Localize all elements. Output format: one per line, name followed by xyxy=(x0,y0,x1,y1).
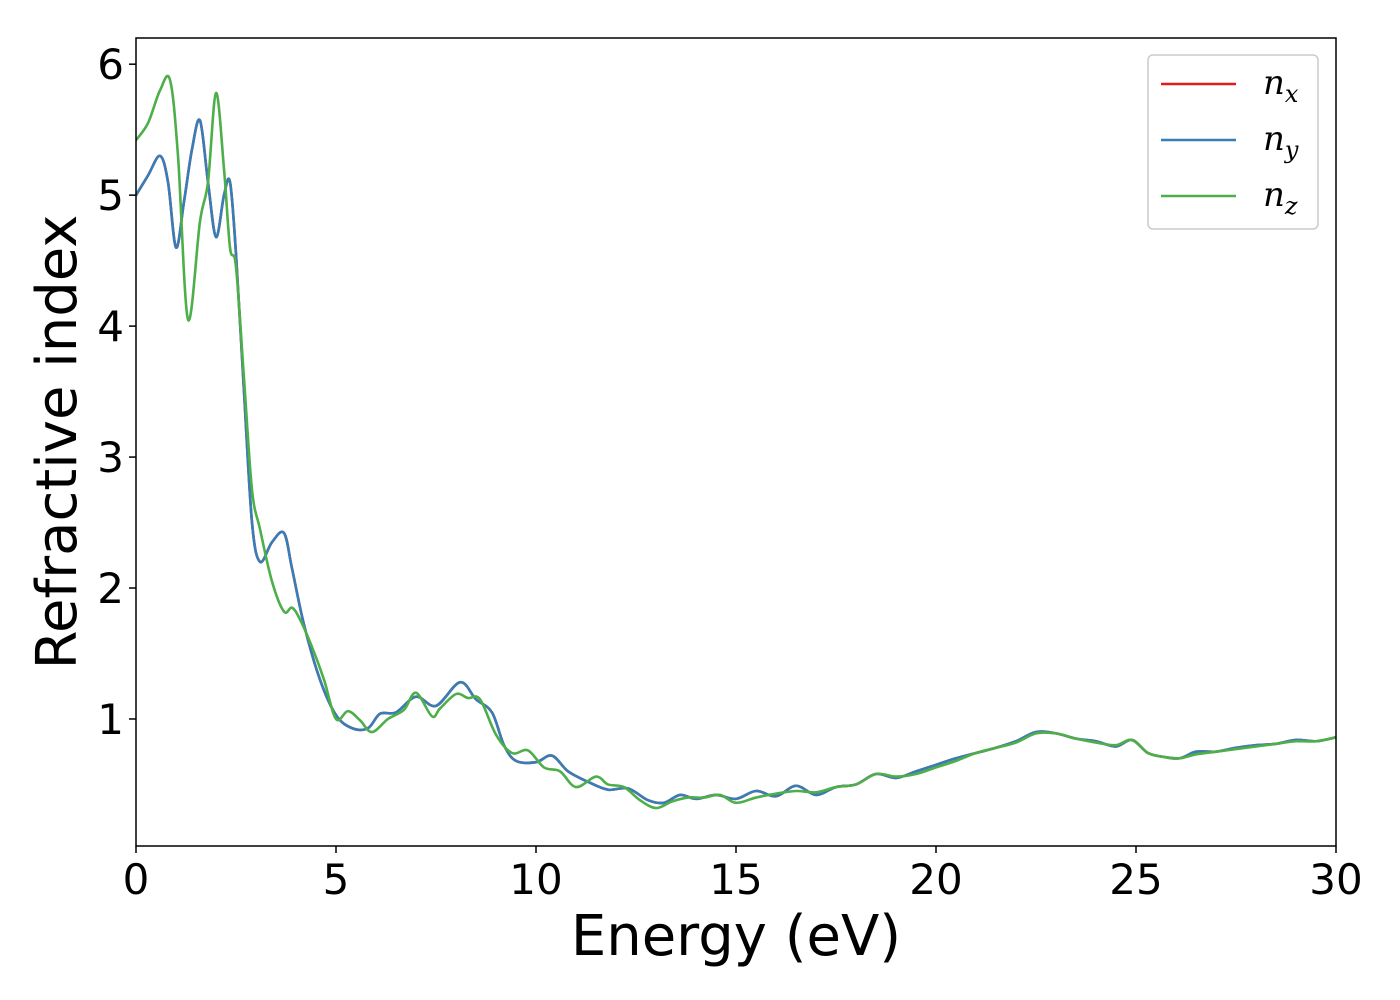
y-tick-label: 1 xyxy=(97,695,124,744)
x-tick-label: 0 xyxy=(123,855,150,904)
y-tick-label: 3 xyxy=(97,433,124,482)
x-axis-title: Energy (eV) xyxy=(571,904,901,969)
y-tick-label: 6 xyxy=(97,40,124,89)
legend-label-n-z: nz xyxy=(1263,175,1298,220)
y-axis-ticks: 1 2 3 4 5 6 xyxy=(97,40,136,744)
series-layer xyxy=(136,74,1336,810)
x-tick-label: 25 xyxy=(1109,855,1162,904)
y-axis-title: Refractive index xyxy=(25,215,90,670)
legend-box xyxy=(1147,54,1319,230)
legend-label-n-x: nx xyxy=(1263,63,1299,108)
x-tick-label: 20 xyxy=(909,855,962,904)
y-tick-label: 5 xyxy=(97,171,124,220)
series-line-n-z xyxy=(136,74,1336,810)
x-axis-ticks: 0 5 10 15 20 25 30 xyxy=(123,846,1363,904)
legend-label-n-y: ny xyxy=(1263,119,1299,164)
y-tick-label: 4 xyxy=(97,302,124,351)
x-tick-label: 5 xyxy=(323,855,350,904)
y-tick-label: 2 xyxy=(97,564,124,613)
x-tick-label: 15 xyxy=(709,855,762,904)
x-tick-label: 30 xyxy=(1309,855,1362,904)
legend: nx ny nz xyxy=(1147,54,1319,230)
x-tick-label: 10 xyxy=(509,855,562,904)
